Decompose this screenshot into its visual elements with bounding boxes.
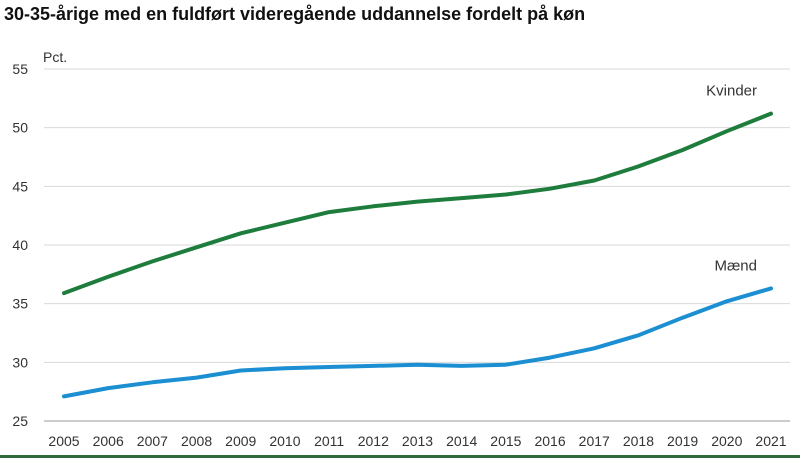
y-tick-label: 35 — [12, 296, 28, 312]
x-tick-label: 2010 — [269, 433, 300, 449]
y-axis-unit-label: Pct. — [43, 49, 67, 65]
bottom-rule — [0, 455, 800, 458]
grid-lines — [44, 68, 790, 422]
x-tick-label: 2012 — [358, 433, 389, 449]
x-tick-label: 2017 — [579, 433, 610, 449]
y-tick-label: 25 — [12, 413, 28, 429]
y-tick-label: 40 — [12, 237, 28, 253]
series-label-maend: Mænd — [714, 257, 757, 274]
x-tick-label: 2008 — [181, 433, 212, 449]
x-tick-label: 2016 — [534, 433, 565, 449]
x-tick-label: 2021 — [755, 433, 786, 449]
x-tick-label: 2019 — [667, 433, 698, 449]
x-tick-label: 2009 — [225, 433, 256, 449]
x-tick-label: 2014 — [446, 433, 477, 449]
x-tick-label: 2007 — [137, 433, 168, 449]
y-tick-label: 45 — [12, 178, 28, 194]
series-label-kvinder: Kvinder — [706, 83, 757, 100]
series-labels: Kvinder Mænd — [706, 83, 757, 275]
series-lines — [62, 111, 773, 399]
x-tick-label: 2018 — [623, 433, 654, 449]
y-tick-label: 30 — [12, 354, 28, 370]
x-tick-label: 2013 — [402, 433, 433, 449]
x-tick-label: 2015 — [490, 433, 521, 449]
y-tick-label: 50 — [12, 120, 28, 136]
series-line-kvinder — [62, 111, 773, 296]
series-line-maend — [62, 286, 773, 399]
x-tick-label: 2005 — [48, 433, 79, 449]
x-tick-label: 2020 — [711, 433, 742, 449]
chart-title: 30-35-årige med en fuldført videregående… — [4, 4, 586, 24]
x-axis-ticks: 2005 2006 2007 2008 2009 2010 2011 2012 2013 2014… — [48, 433, 786, 449]
y-axis-ticks: 25 30 35 40 45 50 55 — [12, 61, 28, 429]
y-tick-label: 55 — [12, 61, 28, 77]
x-tick-label: 2006 — [93, 433, 124, 449]
x-tick-label: 2011 — [314, 433, 344, 449]
